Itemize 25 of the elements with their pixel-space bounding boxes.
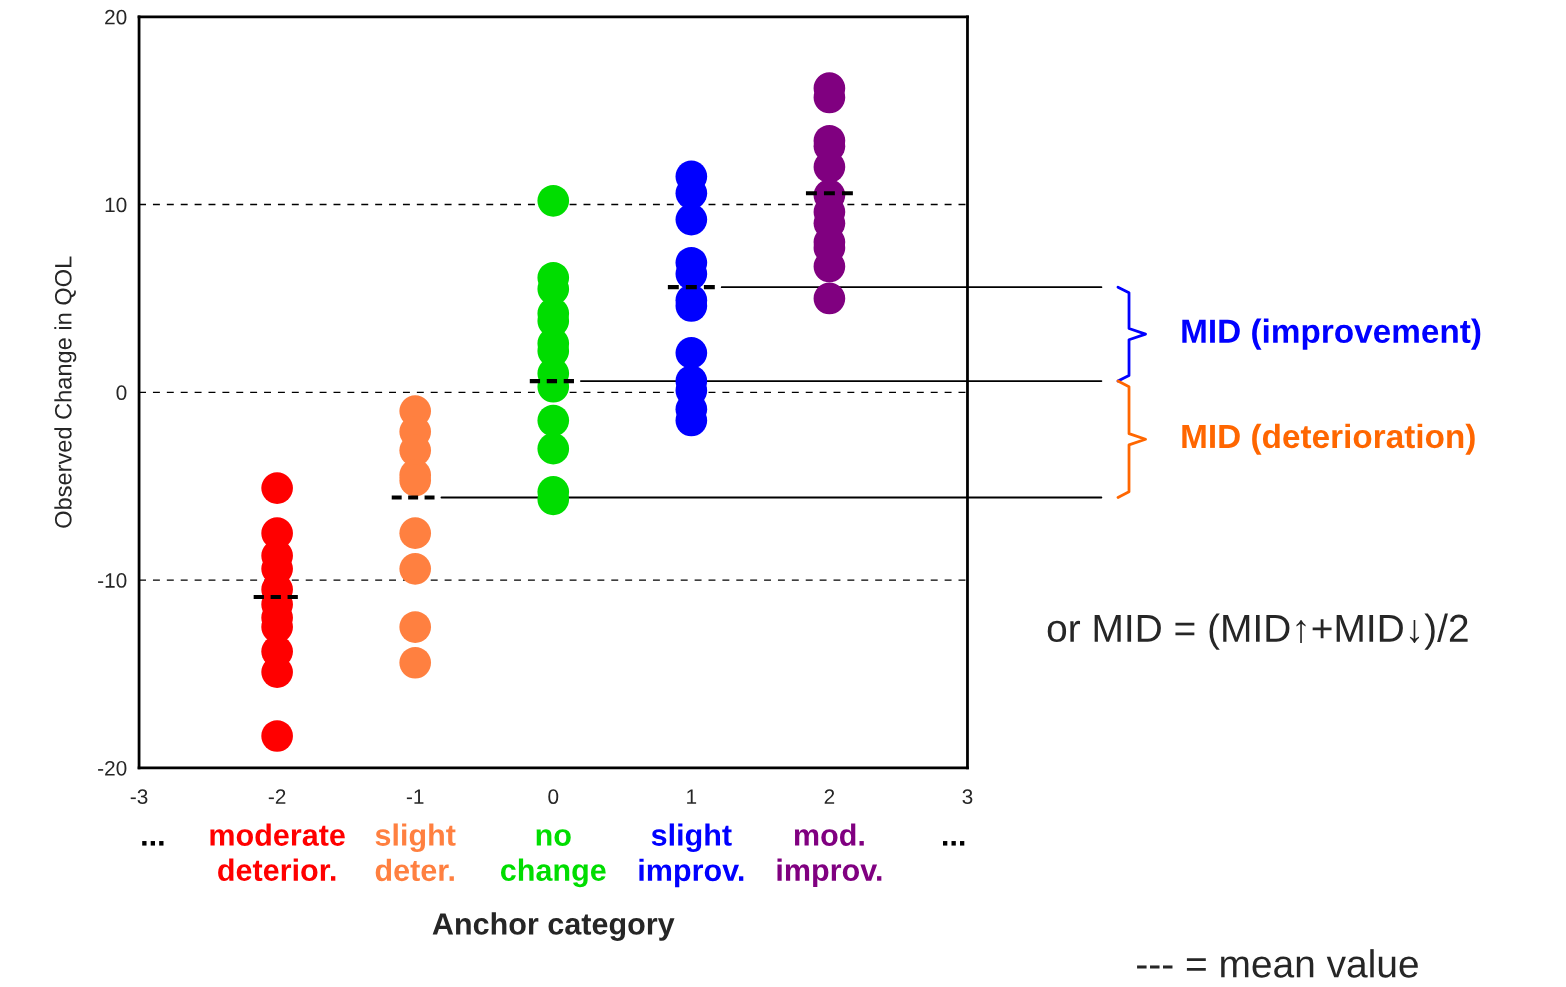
- x-tick-label: -1: [406, 789, 424, 804]
- y-tick-label: 10: [105, 197, 127, 213]
- text: ...: [943, 841, 965, 846]
- text: or MID = (MID↑+MID↓)/2: [1047, 613, 1468, 650]
- y-tick-label: 0: [116, 385, 127, 401]
- x-tick-label: -2: [268, 789, 286, 804]
- text: ...: [142, 841, 164, 846]
- text: slight improv.: [639, 823, 744, 888]
- x-tick-label: 3: [962, 789, 973, 805]
- text: slight deter.: [375, 823, 456, 882]
- x-tick-label: 0: [548, 789, 559, 805]
- text: MID (improvement): [1182, 318, 1481, 350]
- text: mod. improv.: [777, 823, 882, 888]
- y-tick-label: -10: [98, 573, 127, 588]
- text: --- = mean value: [1137, 949, 1418, 978]
- y-axis-title: Observed Change in QOL: [54, 256, 77, 528]
- x-tick-label: -3: [130, 789, 148, 805]
- x-tick-label: 1: [687, 789, 697, 804]
- x-axis-title: Anchor category: [432, 912, 675, 941]
- text: no change: [500, 829, 606, 888]
- y-tick-label: 20: [105, 9, 127, 25]
- y-tick-label: -20: [98, 760, 127, 776]
- x-tick-label: 2: [824, 789, 835, 804]
- text: MID (deterioration): [1182, 423, 1475, 455]
- text: moderate deterior.: [210, 823, 345, 882]
